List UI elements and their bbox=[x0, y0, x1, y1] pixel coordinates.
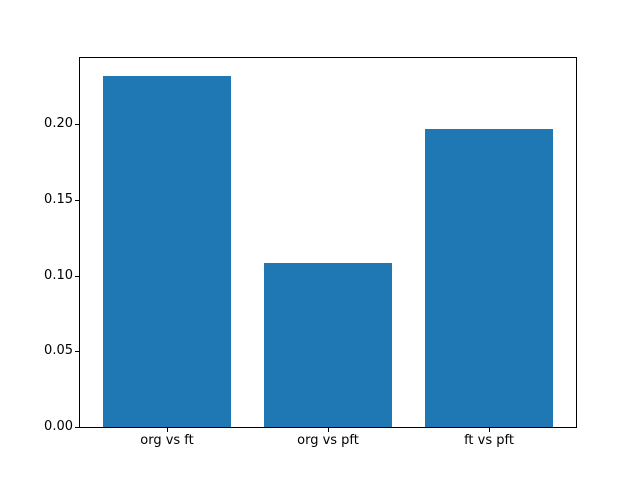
x-tick-mark bbox=[167, 428, 168, 432]
bar-ft-vs-pft bbox=[424, 128, 554, 427]
y-tick-mark bbox=[75, 276, 79, 277]
plot-area: org vs ft org vs pft ft vs pft 0.00 0.05 0.10… bbox=[44, 57, 577, 448]
y-tick-mark bbox=[75, 200, 79, 201]
x-tick-label: org vs ft bbox=[140, 433, 194, 448]
x-tick-label: org vs pft bbox=[297, 433, 359, 448]
bar-org-vs-pft bbox=[263, 263, 393, 427]
y-tick-label: 0.00 bbox=[44, 419, 73, 434]
y-tick-mark bbox=[75, 427, 79, 428]
bar-org-vs-ft bbox=[102, 75, 232, 427]
x-tick-mark bbox=[328, 428, 329, 432]
y-tick-label: 0.10 bbox=[44, 267, 73, 283]
y-tick-label: 0.20 bbox=[44, 116, 73, 131]
x-tick-mark bbox=[489, 428, 490, 432]
y-tick-mark bbox=[75, 351, 79, 352]
x-tick-label: ft vs pft bbox=[464, 433, 514, 448]
y-tick-mark bbox=[75, 124, 79, 125]
y-tick-label: 0.15 bbox=[44, 191, 73, 207]
y-tick-label: 0.05 bbox=[44, 343, 73, 359]
